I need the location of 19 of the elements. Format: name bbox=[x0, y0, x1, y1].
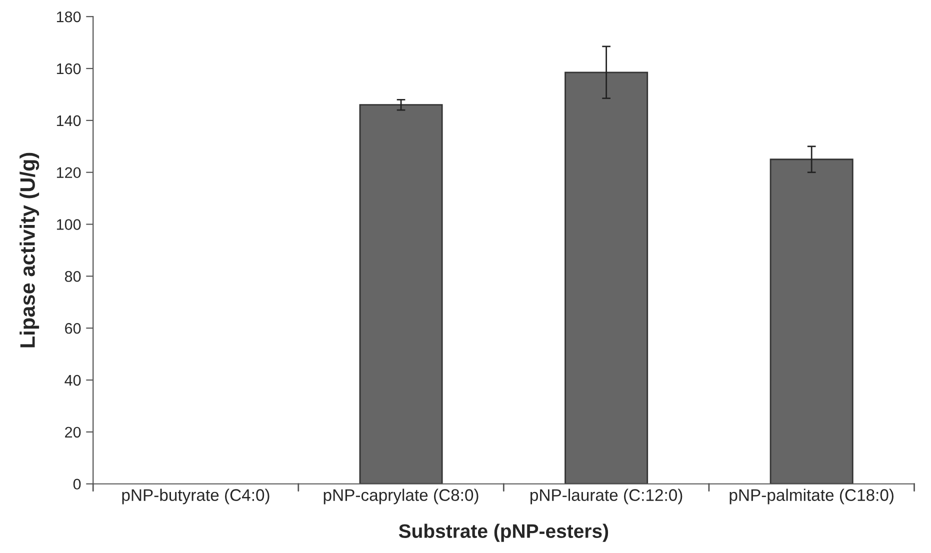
y-tick-label: 0 bbox=[73, 478, 81, 490]
y-tick-label: 40 bbox=[64, 374, 81, 386]
y-tick-label: 120 bbox=[56, 167, 81, 178]
y-tick-label: 160 bbox=[56, 63, 81, 74]
y-tick-label: 60 bbox=[65, 322, 81, 334]
x-tick-label: pNP-caprylate (C8:0) bbox=[324, 488, 478, 504]
x-tick-label: pNP-palmitate (C18:0) bbox=[730, 488, 894, 504]
y-tick-label: 20 bbox=[65, 426, 81, 438]
x-tick-label: pNP-laurate (C:12:0) bbox=[530, 488, 682, 504]
y-tick-label: 180 bbox=[56, 11, 81, 22]
bar bbox=[359, 104, 443, 484]
y-axis-title: Lipase activity (U/g) bbox=[20, 152, 40, 348]
y-tick-label: 80 bbox=[64, 271, 81, 282]
y-tick-label: 100 bbox=[56, 219, 81, 230]
bar bbox=[564, 72, 648, 484]
x-tick-label: pNP-butyrate (C4:0) bbox=[122, 488, 270, 504]
x-axis-title: Substrate (pNP-esters) bbox=[398, 524, 608, 542]
y-tick-label: 140 bbox=[56, 115, 81, 126]
bar bbox=[770, 158, 854, 484]
